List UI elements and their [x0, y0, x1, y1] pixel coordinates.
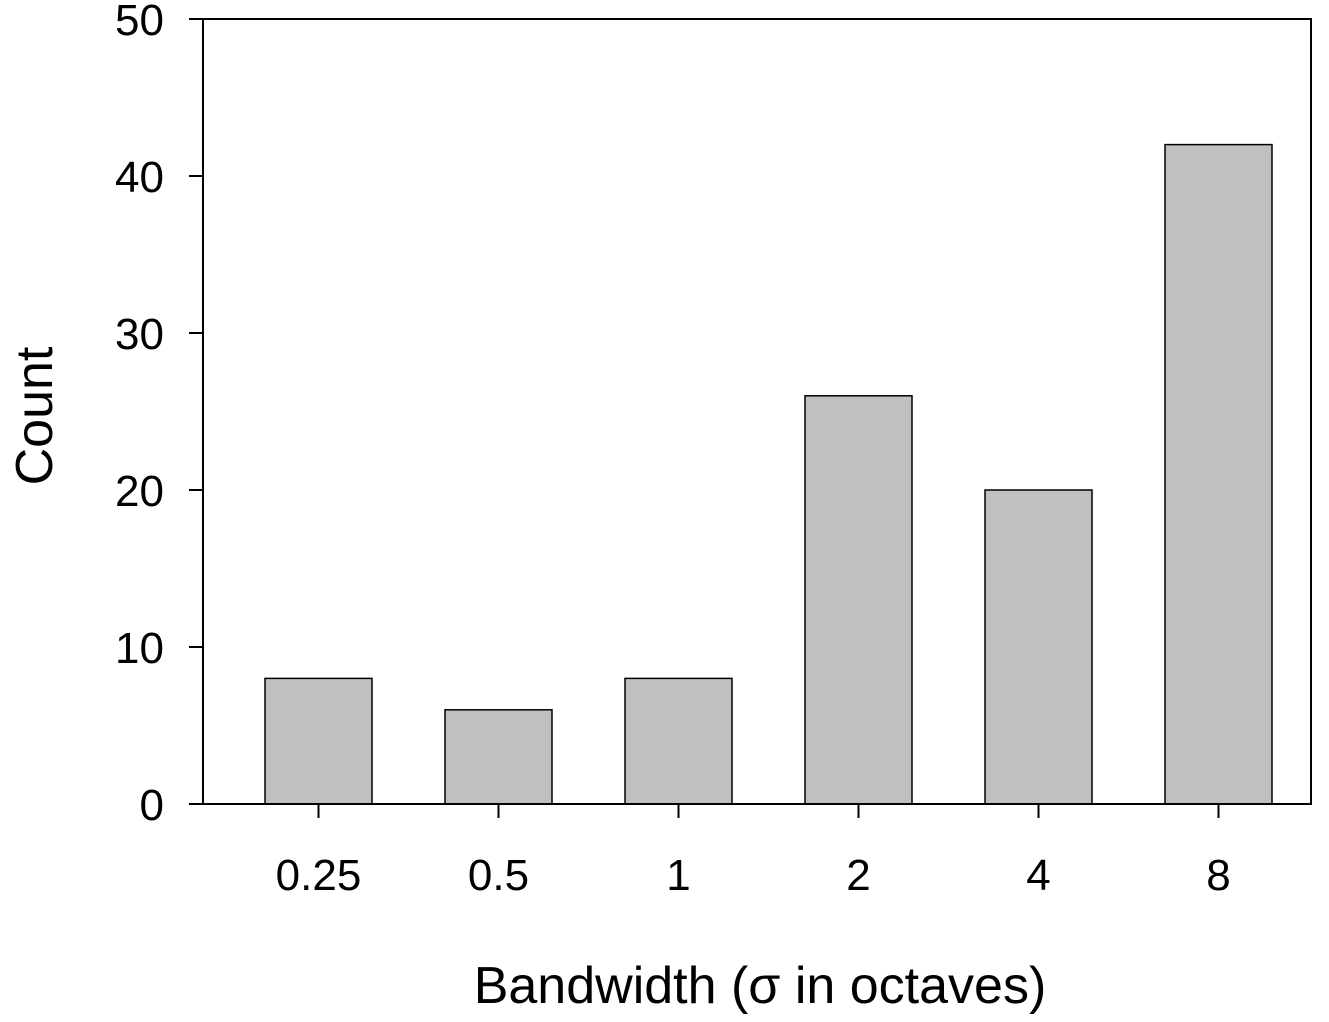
x-axis-ticks: 0.25 0.5 1 2 4 8 — [276, 804, 1231, 900]
bar-8 — [1164, 143, 1273, 805]
bar-4 — [984, 489, 1093, 805]
y-tick-label: 20 — [115, 467, 164, 516]
x-tick-label: 8 — [1206, 851, 1230, 900]
x-tick-label: 2 — [846, 851, 870, 900]
x-axis-label: Bandwidth (σ in octaves) — [474, 957, 1047, 1015]
bar-0.5 — [444, 709, 553, 805]
y-tick-label: 0 — [140, 781, 164, 830]
y-tick-label: 40 — [115, 153, 164, 202]
bar-2 — [804, 395, 913, 805]
x-tick-label: 1 — [666, 851, 690, 900]
x-tick-label: 4 — [1026, 851, 1050, 900]
bars-group — [264, 143, 1273, 805]
x-tick-label: 0.5 — [468, 851, 529, 900]
x-tick-label: 0.25 — [276, 851, 362, 900]
y-tick-label: 50 — [115, 0, 164, 45]
plot-frame — [202, 18, 1312, 805]
y-tick-label: 30 — [115, 310, 164, 359]
bar-0.25 — [264, 677, 373, 805]
y-axis-label: Count — [6, 346, 64, 485]
bar-1 — [624, 677, 733, 805]
y-axis-ticks: 0 10 20 30 40 50 — [115, 0, 203, 830]
y-tick-label: 10 — [115, 624, 164, 673]
